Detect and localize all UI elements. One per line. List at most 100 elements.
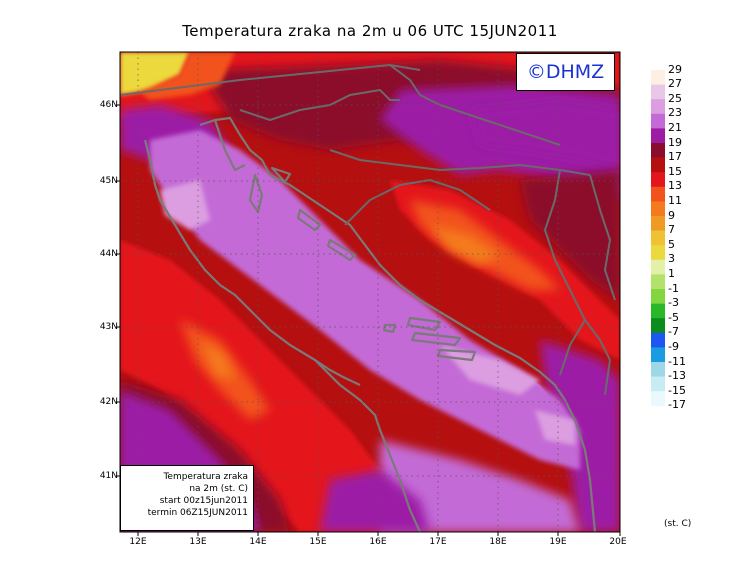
lon-label-15e: 15E <box>309 537 327 547</box>
island-vis <box>382 323 397 334</box>
colorbar-swatch <box>651 289 665 304</box>
info-line-3: start 00z15jun2011 <box>159 496 248 506</box>
colorbar-swatch <box>651 99 665 115</box>
serbia-darkred <box>520 170 620 300</box>
colorbar-label: 7 <box>668 223 675 237</box>
adriatic-lightest-north <box>160 180 210 230</box>
colorbar-label: -9 <box>668 339 679 353</box>
italian-coast <box>143 139 422 532</box>
colorbar-swatch <box>651 318 665 334</box>
bosnia-north-border <box>329 149 591 176</box>
island-korcula <box>436 348 477 362</box>
austria-border <box>120 64 421 96</box>
colorbar-label: 19 <box>668 135 682 149</box>
colorbar-swatch <box>651 230 665 246</box>
island-brac <box>406 316 442 332</box>
colorbar-swatch <box>651 113 665 129</box>
colorbar-swatch <box>651 376 665 392</box>
colorbar-swatch <box>651 303 665 319</box>
colorbar-label: 21 <box>668 120 682 134</box>
nw-yellow-corner <box>120 52 190 95</box>
colorbar-swatch <box>651 172 665 188</box>
lat-label-46n: 46N <box>99 100 118 110</box>
colorbar-swatch <box>651 274 665 290</box>
montenegro-border <box>584 319 611 396</box>
colorbar-label: -13 <box>668 369 686 383</box>
colorbar-swatch <box>651 143 665 158</box>
lon-label-12e: 12E <box>129 537 147 547</box>
axis-ticks <box>116 104 621 536</box>
bosnia-hot-core <box>430 225 500 265</box>
colorbar-label: 13 <box>668 179 682 193</box>
colorbar-swatch <box>651 245 665 261</box>
south-purple <box>320 470 430 532</box>
italy-hot-spot <box>200 340 235 380</box>
lon-label-20e: 20E <box>609 537 627 547</box>
colorbar-swatch <box>651 332 665 348</box>
lat-label-45n: 45N <box>99 176 118 186</box>
colorbar-swatch <box>651 216 665 231</box>
lon-label-14e: 14E <box>249 537 267 547</box>
colorbar-swatch <box>651 201 665 217</box>
colorbar-label: 15 <box>668 164 682 178</box>
colorbar-label: 11 <box>668 193 682 207</box>
colorbar-label: -3 <box>668 296 679 310</box>
colorbar-swatch <box>651 362 665 377</box>
lon-label-19e: 19E <box>549 537 567 547</box>
lat-label-44n: 44N <box>99 249 118 259</box>
hungary-border <box>389 64 561 146</box>
colorbar-label: 25 <box>668 91 682 105</box>
adriatic-lightest-mid <box>440 345 540 395</box>
colorbar <box>651 70 665 407</box>
lon-label-17e: 17E <box>429 537 447 547</box>
island-hvar <box>410 331 462 347</box>
dhmz-logo: ©DHMZ <box>516 53 615 91</box>
info-line-4: termin 06Z15JUN2011 <box>147 508 248 518</box>
colorbar-label: 3 <box>668 252 675 266</box>
colorbar-label: 5 <box>668 237 675 251</box>
colorbar-label: -11 <box>668 354 686 368</box>
island-dugi <box>326 238 357 262</box>
lon-label-18e: 18E <box>489 537 507 547</box>
colorbar-label: -5 <box>668 310 679 324</box>
serbia-border <box>589 174 616 301</box>
colorbar-label: 23 <box>668 106 682 120</box>
lon-label-16e: 16E <box>369 537 387 547</box>
ionian-purple <box>380 440 580 532</box>
info-line-1: Temperatura zraka <box>163 472 248 482</box>
info-box: Temperatura zraka na 2m (st. C) start 00… <box>120 465 254 531</box>
lon-label-13e: 13E <box>189 537 207 547</box>
coastlines <box>143 116 597 532</box>
colorbar-label: 9 <box>668 208 675 222</box>
map-frame <box>119 51 621 533</box>
colorbar-label: 17 <box>668 150 682 164</box>
bosnia-east-border <box>544 169 586 376</box>
island-pag <box>296 208 322 232</box>
island-krk <box>270 166 292 184</box>
gargano <box>314 359 361 386</box>
italy-red-band <box>120 240 400 532</box>
colorbar-swatch <box>651 128 665 144</box>
colorbar-swatch <box>651 70 665 85</box>
map-title: Temperatura zraka na 2m u 06 UTC 15JUN20… <box>182 22 558 40</box>
colorbar-label: 29 <box>668 62 682 76</box>
nw-orange-corner <box>140 52 235 100</box>
lat-label-43n: 43N <box>99 322 118 332</box>
hungary-purple-patch <box>470 100 620 170</box>
lat-label-41n: 41N <box>99 471 118 481</box>
colorbar-swatch <box>651 157 665 173</box>
borders <box>120 64 616 396</box>
istria <box>213 119 246 172</box>
slovenia-border <box>239 89 400 121</box>
colorbar-swatch <box>651 259 665 275</box>
colorbar-label: -15 <box>668 383 686 397</box>
lat-label-42n: 42N <box>99 397 118 407</box>
colorbar-label: 1 <box>668 266 675 280</box>
colorbar-label: 27 <box>668 77 682 91</box>
colorbar-label: -7 <box>668 325 679 339</box>
adriatic-lightest-south <box>535 410 575 445</box>
colorbar-swatch <box>651 347 665 363</box>
inner-croatia-border <box>344 179 491 226</box>
info-line-2: na 2m (st. C) <box>189 484 248 494</box>
colorbar-label: -1 <box>668 281 679 295</box>
